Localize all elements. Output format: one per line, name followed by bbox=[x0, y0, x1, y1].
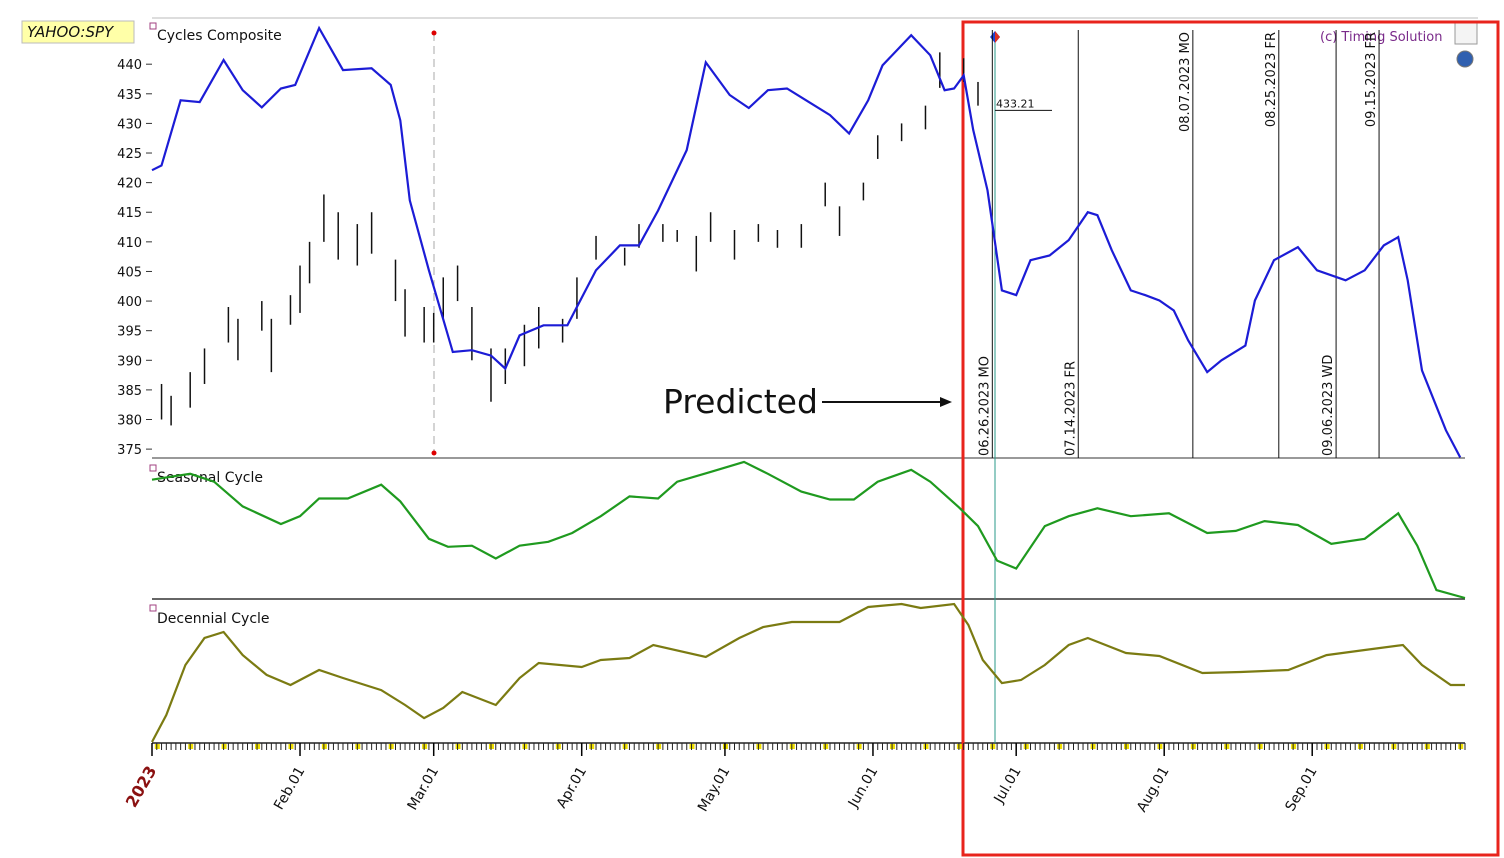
panel-handle bbox=[149, 464, 157, 472]
y-tick-label: 390 bbox=[117, 354, 142, 369]
y-tick-label: 440 bbox=[117, 58, 142, 73]
highlight-box bbox=[961, 20, 1500, 857]
symbol: YAHOO:SPY bbox=[27, 23, 115, 41]
event-label: 09.15.2023 FR bbox=[1364, 32, 1379, 127]
panel-title: Cycles Composite bbox=[157, 28, 282, 44]
panel-title: Decennial Cycle bbox=[157, 611, 270, 627]
globe-icon[interactable] bbox=[1456, 50, 1474, 68]
annotation: Predicted bbox=[663, 382, 818, 421]
event-label: 07.14.2023 FR bbox=[1063, 361, 1078, 456]
price-label: 433.21 bbox=[996, 97, 1035, 110]
y-tick-label: 395 bbox=[117, 325, 142, 340]
panel-handle bbox=[149, 604, 157, 612]
y-tick-label: 420 bbox=[117, 177, 142, 192]
y-tick-label: 435 bbox=[117, 88, 142, 103]
scroll-button[interactable] bbox=[1454, 21, 1478, 45]
symbol-box bbox=[21, 20, 135, 44]
y-tick-label: 410 bbox=[117, 236, 142, 251]
panel-handle bbox=[149, 22, 157, 30]
cycle-line bbox=[151, 602, 1465, 743]
y-tick-label: 425 bbox=[117, 147, 142, 162]
cycle-line bbox=[151, 460, 1466, 600]
y-tick-label: 380 bbox=[117, 414, 142, 429]
today-marker bbox=[995, 31, 1000, 43]
event-label: 08.07.2023 MO bbox=[1178, 32, 1193, 132]
event-label: 08.25.2023 FR bbox=[1264, 32, 1279, 127]
event-label: 06.26.2023 MO bbox=[977, 356, 992, 456]
cycle-line bbox=[151, 25, 1462, 458]
copyright: (c) Timing Solution bbox=[1320, 30, 1442, 45]
arrow-head bbox=[940, 397, 952, 407]
panel-title: Seasonal Cycle bbox=[157, 470, 263, 486]
cursor-dot bbox=[431, 30, 437, 36]
y-tick-label: 430 bbox=[117, 117, 142, 132]
event-label: 09.06.2023 WD bbox=[1321, 355, 1336, 456]
y-tick-label: 405 bbox=[117, 265, 142, 280]
y-tick-label: 400 bbox=[117, 295, 142, 310]
y-tick-label: 385 bbox=[117, 384, 142, 399]
y-tick-label: 415 bbox=[117, 206, 142, 221]
y-tick-label: 375 bbox=[117, 443, 142, 458]
cursor-dot bbox=[431, 450, 437, 456]
